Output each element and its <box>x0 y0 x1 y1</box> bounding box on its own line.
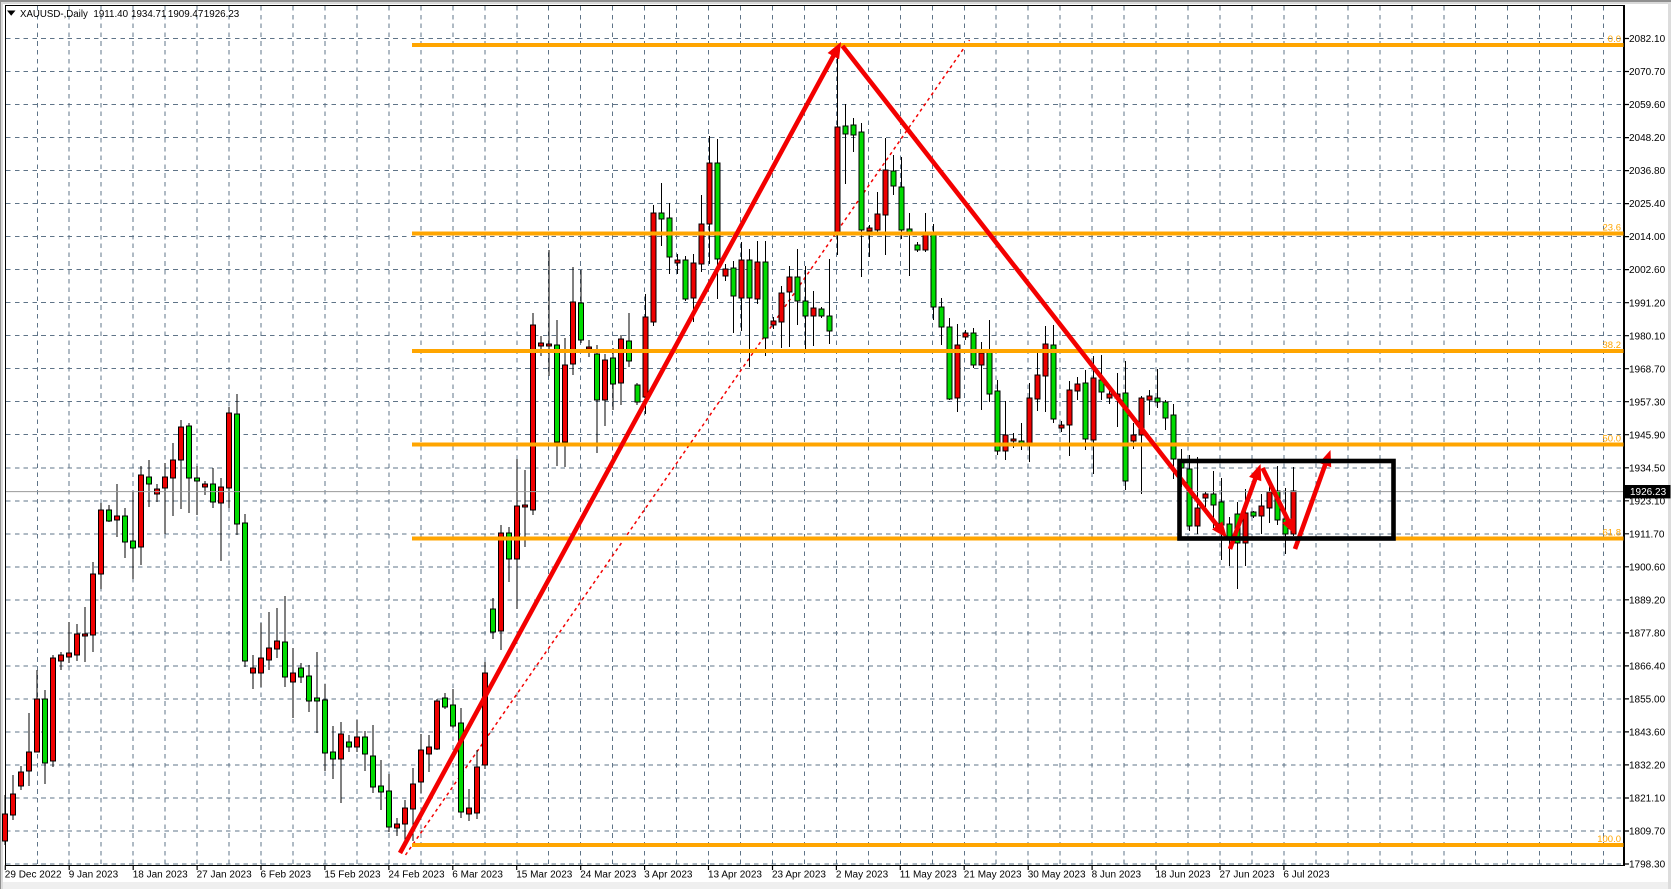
svg-text:100.0: 100.0 <box>1597 834 1621 845</box>
svg-text:50.0: 50.0 <box>1603 433 1622 444</box>
svg-text:1843.60: 1843.60 <box>1629 728 1666 739</box>
svg-text:2070.70: 2070.70 <box>1629 67 1666 78</box>
svg-text:2 May 2023: 2 May 2023 <box>836 870 889 881</box>
svg-text:2082.10: 2082.10 <box>1629 34 1666 45</box>
svg-text:1909.47: 1909.47 <box>168 9 203 20</box>
svg-text:61.8: 61.8 <box>1603 527 1622 538</box>
svg-text:1866.40: 1866.40 <box>1629 662 1666 673</box>
svg-text:1980.10: 1980.10 <box>1629 331 1666 342</box>
svg-text:1926.23: 1926.23 <box>204 9 240 20</box>
svg-text:1911.40: 1911.40 <box>93 9 128 20</box>
svg-text:8 Jun 2023: 8 Jun 2023 <box>1092 870 1142 881</box>
svg-text:2048.20: 2048.20 <box>1629 133 1666 144</box>
svg-text:1926.23: 1926.23 <box>1630 487 1667 498</box>
svg-text:1968.70: 1968.70 <box>1629 364 1666 375</box>
svg-text:1945.90: 1945.90 <box>1629 430 1666 441</box>
svg-text:1957.30: 1957.30 <box>1629 397 1666 408</box>
svg-text:XAUUSD-,Daily: XAUUSD-,Daily <box>20 9 88 20</box>
svg-text:24 Mar 2023: 24 Mar 2023 <box>580 870 637 881</box>
svg-text:13 Apr 2023: 13 Apr 2023 <box>708 870 762 881</box>
svg-text:1798.30: 1798.30 <box>1629 860 1666 871</box>
svg-text:1923.10: 1923.10 <box>1629 496 1666 507</box>
svg-text:2002.60: 2002.60 <box>1629 265 1666 276</box>
svg-text:2014.00: 2014.00 <box>1629 232 1666 243</box>
svg-text:1877.80: 1877.80 <box>1629 629 1666 640</box>
svg-text:1809.70: 1809.70 <box>1629 827 1666 838</box>
svg-text:1934.50: 1934.50 <box>1629 463 1666 474</box>
svg-text:1991.20: 1991.20 <box>1629 298 1666 309</box>
svg-text:29 Dec 2022: 29 Dec 2022 <box>5 870 62 881</box>
svg-text:9 Jan 2023: 9 Jan 2023 <box>69 870 119 881</box>
svg-text:1832.20: 1832.20 <box>1629 761 1666 772</box>
svg-text:3 Apr 2023: 3 Apr 2023 <box>644 870 693 881</box>
svg-text:2059.60: 2059.60 <box>1629 100 1666 111</box>
svg-text:18 Jan 2023: 18 Jan 2023 <box>133 870 188 881</box>
svg-text:23 Apr 2023: 23 Apr 2023 <box>772 870 826 881</box>
svg-text:15 Feb 2023: 15 Feb 2023 <box>324 870 381 881</box>
svg-text:21 May 2023: 21 May 2023 <box>964 870 1022 881</box>
svg-text:6 Jul 2023: 6 Jul 2023 <box>1283 870 1330 881</box>
svg-text:27 Jun 2023: 27 Jun 2023 <box>1220 870 1275 881</box>
svg-text:1934.71: 1934.71 <box>131 9 166 20</box>
svg-text:0.0: 0.0 <box>1608 34 1621 45</box>
svg-text:6 Feb 2023: 6 Feb 2023 <box>261 870 312 881</box>
svg-text:6 Mar 2023: 6 Mar 2023 <box>452 870 503 881</box>
svg-text:2036.80: 2036.80 <box>1629 166 1666 177</box>
svg-text:1889.20: 1889.20 <box>1629 595 1666 606</box>
svg-text:1911.70: 1911.70 <box>1629 529 1665 540</box>
svg-text:30 May 2023: 30 May 2023 <box>1028 870 1086 881</box>
svg-text:1821.10: 1821.10 <box>1629 794 1666 805</box>
svg-text:18 Jun 2023: 18 Jun 2023 <box>1156 870 1211 881</box>
svg-text:27 Jan 2023: 27 Jan 2023 <box>197 870 252 881</box>
svg-text:15 Mar 2023: 15 Mar 2023 <box>516 870 573 881</box>
svg-text:2025.40: 2025.40 <box>1629 199 1666 210</box>
svg-text:1855.00: 1855.00 <box>1629 695 1666 706</box>
svg-text:11 May 2023: 11 May 2023 <box>900 870 958 881</box>
svg-text:1900.60: 1900.60 <box>1629 562 1666 573</box>
svg-text:23.6: 23.6 <box>1603 222 1622 233</box>
svg-text:38.2: 38.2 <box>1603 340 1622 351</box>
svg-text:24 Feb 2023: 24 Feb 2023 <box>388 870 445 881</box>
